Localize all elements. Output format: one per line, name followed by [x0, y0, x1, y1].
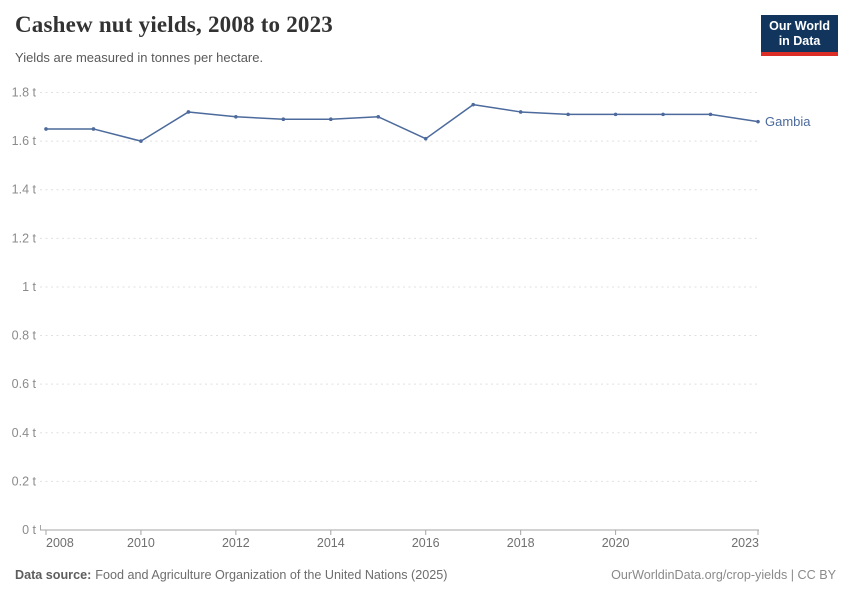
data-point: [423, 136, 428, 141]
y-axis-label: 0.4 t: [12, 426, 37, 440]
x-axis-label: 2012: [222, 536, 250, 550]
data-point: [139, 139, 143, 143]
owid-logo-line2: in Data: [778, 33, 821, 48]
license-link[interactable]: OurWorldinData.org/crop-yields | CC BY: [611, 568, 836, 582]
chart-footer: Data source: Food and Agriculture Organiz…: [15, 568, 836, 582]
x-axis-label: 2008: [46, 536, 74, 550]
y-axis-label: 0.2 t: [12, 474, 37, 488]
data-point: [281, 117, 286, 122]
data-point: [566, 112, 570, 117]
data-point: [661, 112, 665, 117]
data-point: [329, 117, 333, 122]
data-point: [756, 119, 760, 124]
data-point: [44, 127, 48, 131]
y-axis-label: 1.4 t: [12, 183, 37, 197]
x-axis-label: 2016: [412, 536, 440, 550]
x-axis-label: 2010: [127, 536, 155, 550]
data-point: [471, 102, 476, 107]
owid-logo-line1: Our World: [769, 19, 830, 33]
y-axis-label: 1.8 t: [12, 86, 37, 100]
data-point: [518, 110, 523, 114]
data-source-label: Data source:: [15, 568, 92, 582]
data-point: [186, 110, 191, 114]
line-chart-svg: 0 t 0.2 t 0.4 t 0.6 t 0.8 t 1 t 1.2 t 1.4 t 1.6 …: [12, 86, 812, 551]
data-line: [46, 103, 759, 142]
series-label: Gambia: [765, 114, 811, 129]
y-axis-label: 1 t: [22, 280, 36, 294]
data-point: [613, 112, 618, 117]
data-point: [91, 127, 96, 131]
y-axis-label: 0.8 t: [12, 329, 37, 343]
y-axis-label: 0.6 t: [12, 377, 37, 391]
x-axis-label: 2020: [602, 536, 630, 550]
chart-subtitle: Yields are measured in tonnes per hectar…: [15, 50, 264, 65]
data-source: Data source: Food and Agriculture Organiz…: [15, 568, 447, 582]
y-axis-label: 0 t: [22, 523, 36, 537]
page-title: Cashew nut yields, 2008 to 2023: [15, 12, 334, 37]
y-axis-label: 1.6 t: [12, 134, 37, 148]
data-point: [376, 115, 381, 119]
y-axis-label: 1.2 t: [12, 231, 37, 245]
owid-logo[interactable]: Our World in Data: [761, 15, 838, 56]
x-axis-label: 2014: [317, 536, 345, 550]
data-point: [234, 115, 238, 119]
data-point: [708, 112, 713, 117]
x-axis-label: 2018: [507, 536, 535, 550]
x-axis-label: 2023: [731, 536, 759, 550]
data-source-text: Food and Agriculture Organization of the…: [95, 568, 448, 582]
